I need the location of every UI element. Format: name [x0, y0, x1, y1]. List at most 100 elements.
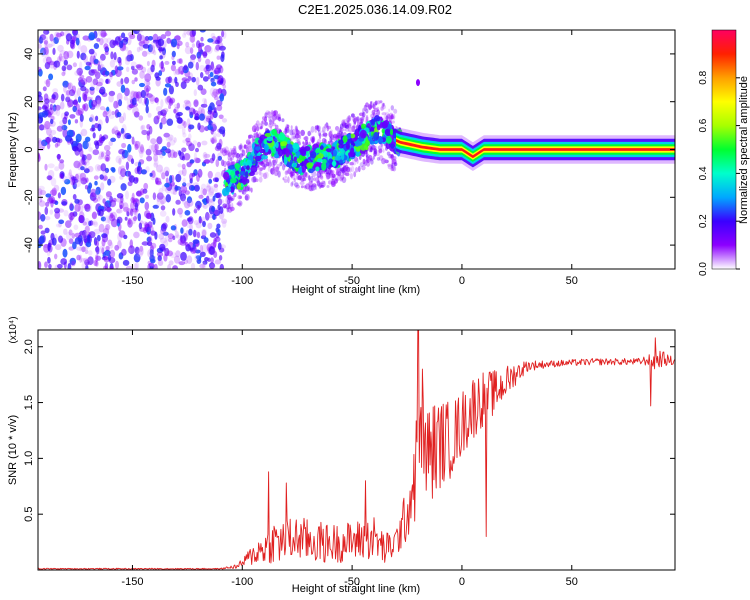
noise-blob [168, 85, 174, 95]
noise-blob [184, 241, 189, 247]
noise-blob [69, 138, 74, 145]
noise-blob [124, 76, 130, 84]
noise-blob [127, 31, 135, 37]
noise-blob [173, 137, 177, 143]
noise-blob [76, 177, 82, 182]
halo-blob [370, 113, 375, 118]
noise-blob [74, 119, 79, 124]
noise-blob [44, 62, 51, 70]
noise-blob [82, 229, 87, 239]
noise-blob [183, 99, 191, 105]
noise-blob [160, 60, 164, 70]
noise-blob [108, 242, 114, 249]
halo-blob [302, 141, 305, 145]
noise-blob [67, 82, 73, 91]
noise-blob [168, 237, 173, 243]
noise-blob [49, 33, 54, 42]
noise-blob [216, 80, 224, 85]
halo-blob [304, 172, 308, 176]
noise-blob [142, 44, 150, 49]
noise-blob [212, 177, 219, 182]
noise-blob [45, 201, 50, 207]
noise-blob [155, 114, 160, 120]
halo-blob [255, 131, 259, 139]
noise-blob [75, 37, 80, 46]
noise-blob [41, 35, 48, 43]
noise-blob [189, 34, 196, 43]
noise-blob [116, 99, 120, 108]
noise-blob [200, 88, 207, 95]
noise-blob [43, 30, 47, 37]
halo-blob [295, 130, 301, 136]
noise-blob [80, 45, 88, 54]
noise-blob [77, 87, 81, 97]
colorbar-tick-label: 0.8 [698, 70, 709, 84]
noise-blob [109, 71, 114, 78]
halo-blob [378, 149, 383, 153]
y-tick-label: 20 [23, 96, 35, 108]
noise-blob [210, 257, 214, 264]
halo-blob [248, 135, 251, 139]
noise-blob [49, 103, 54, 111]
noise-blob [211, 137, 215, 145]
noise-blob [150, 64, 155, 73]
snr-panel: -150 -100 -50 0 50 0.5 1.0 1.5 2.0 Height of st… [7, 316, 676, 595]
noise-blob [125, 46, 129, 52]
noise-blob [141, 50, 148, 57]
halo-blob [227, 155, 231, 161]
noise-blob [177, 207, 184, 215]
halo-blob [342, 170, 346, 176]
noise-blob [145, 87, 149, 96]
noise-blob [43, 93, 49, 101]
noise-blob [122, 39, 127, 47]
track-blob [258, 148, 266, 154]
halo-blob [233, 147, 237, 154]
noise-blob [209, 102, 215, 111]
noise-blob [181, 163, 186, 170]
noise-blob [54, 207, 61, 214]
noise-blob [38, 112, 46, 118]
track-blob [315, 166, 320, 172]
noise-blob [146, 236, 152, 243]
noise-blob [115, 155, 122, 164]
x-tick-label: 50 [566, 275, 578, 287]
noise-blob [102, 198, 106, 204]
noise-blob [72, 105, 77, 113]
halo-blob [341, 176, 347, 183]
noise-blob [175, 199, 181, 205]
halo-blob [392, 156, 397, 161]
noise-blob [136, 165, 141, 172]
noise-blob [67, 99, 72, 109]
noise-blob [166, 250, 173, 257]
noise-blob [150, 143, 158, 153]
halo-blob [336, 132, 341, 138]
noise-blob [155, 149, 163, 156]
noise-blob [69, 114, 76, 119]
noise-blob [38, 106, 42, 111]
noise-blob [46, 127, 52, 136]
halo-blob [239, 143, 243, 150]
noise-blob [150, 258, 156, 264]
noise-blob [102, 37, 109, 44]
noise-blob [144, 78, 150, 88]
noise-blob [215, 44, 221, 51]
halo-blob [290, 136, 294, 141]
noise-blob [199, 251, 206, 257]
noise-blob [157, 111, 164, 116]
noise-blob [209, 262, 215, 269]
noise-blob [165, 215, 170, 223]
halo-blob [373, 145, 377, 149]
spectrogram-y-axis-label: Frequency (Hz) [7, 112, 19, 188]
noise-blob [126, 54, 133, 62]
noise-blob [127, 50, 132, 57]
noise-blob [165, 170, 169, 177]
noise-blob [43, 40, 49, 45]
noise-blob [117, 240, 122, 249]
noise-blob [215, 159, 220, 168]
halo-blob [229, 157, 233, 162]
noise-blob [65, 220, 72, 229]
noise-blob [124, 216, 128, 221]
noise-blob [69, 203, 74, 211]
noise-blob [190, 185, 195, 191]
noise-blob [84, 203, 91, 210]
